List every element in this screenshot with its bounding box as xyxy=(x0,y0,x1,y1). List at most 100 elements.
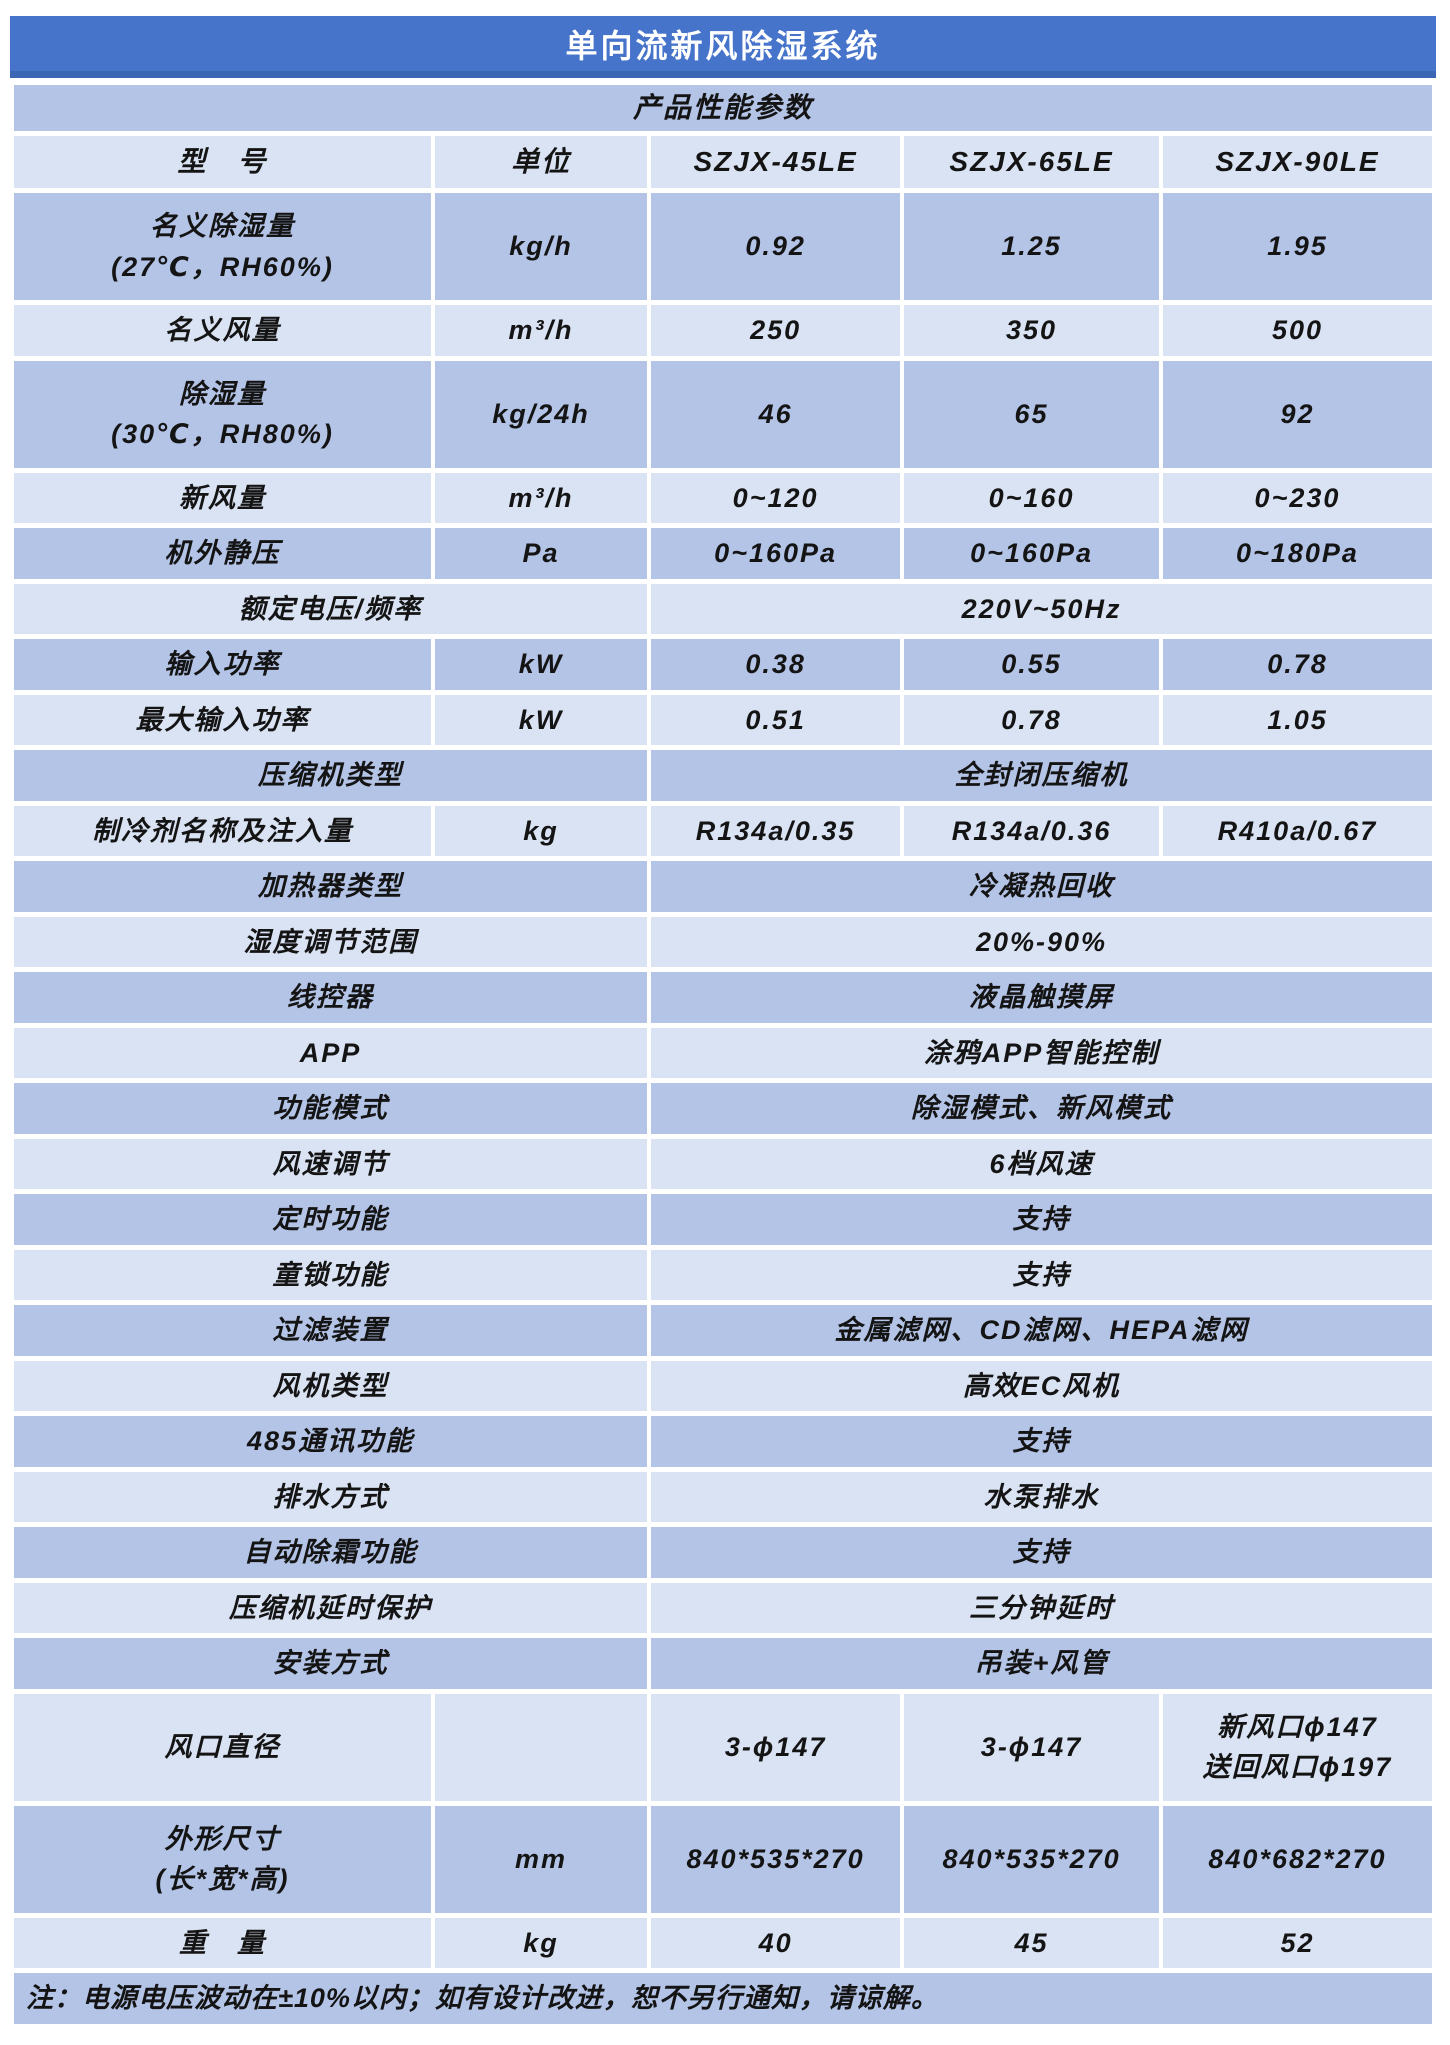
spec-value: 0~120 xyxy=(647,467,905,528)
spec-row: 风速调节 6档风速 xyxy=(9,1133,1436,1194)
spec-row: 功能模式 除湿模式、新风模式 xyxy=(9,1078,1436,1139)
spec-label: 外形尺寸 (长*宽*高) xyxy=(10,1800,435,1918)
spec-value: R134a/0.35 xyxy=(647,800,905,861)
spec-row: 输入功率 kW 0.38 0.55 0.78 xyxy=(10,634,1437,695)
spec-unit: kW xyxy=(430,634,652,695)
subheader-row: 产品性能参数 xyxy=(10,80,1436,136)
column-header-model-2: SZJX-65LE xyxy=(900,131,1163,193)
spec-label: 压缩机延时保护 xyxy=(9,1577,652,1638)
footnote: 注：电源电压波动在±10%以内；如有设计改进，恕不另行通知，请谅解。 xyxy=(10,1968,1436,2029)
spec-value: 350 xyxy=(900,300,1163,361)
spec-label: 风机类型 xyxy=(9,1355,652,1416)
spec-value: 46 xyxy=(647,355,905,473)
spec-label: 机外静压 xyxy=(10,523,435,584)
spec-row: 湿度调节范围 20%-90% xyxy=(9,911,1436,972)
spec-value: 0.55 xyxy=(900,634,1163,695)
spec-row: 名义风量 m³/h 250 350 500 xyxy=(10,300,1437,361)
spec-unit: m³/h xyxy=(430,467,652,528)
spec-label: 输入功率 xyxy=(10,634,435,695)
spec-label: 过滤装置 xyxy=(9,1300,652,1361)
spec-row: 压缩机类型 全封闭压缩机 xyxy=(9,745,1436,806)
spec-table: 产品性能参数 型 号 单位 SZJX-45LE SZJX-65LE SZJX-9… xyxy=(9,80,1437,2029)
spec-value: 0.78 xyxy=(900,689,1163,750)
column-header-model: 型 号 xyxy=(10,131,435,193)
spec-unit: kW xyxy=(430,689,652,750)
spec-label: APP xyxy=(9,1022,652,1083)
spec-value: 1.05 xyxy=(1158,689,1437,750)
spec-value: 0~230 xyxy=(1158,467,1437,528)
spec-label: 排水方式 xyxy=(9,1466,652,1527)
spec-label: 重 量 xyxy=(10,1912,435,1973)
spec-unit: mm xyxy=(430,1800,652,1918)
spec-row: 风机类型 高效EC风机 xyxy=(9,1355,1436,1416)
spec-label: 功能模式 xyxy=(9,1078,652,1139)
spec-value-merged: 涂鸦APP智能控制 xyxy=(647,1022,1436,1083)
spec-label: 定时功能 xyxy=(9,1189,652,1250)
spec-value-merged: 支持 xyxy=(647,1411,1436,1472)
spec-value: 3-ϕ147 xyxy=(900,1688,1163,1806)
spec-value: 0~160Pa xyxy=(647,523,905,584)
spec-unit: Pa xyxy=(430,523,652,584)
spec-label: 除湿量 (30℃，RH80%) xyxy=(10,355,435,473)
spec-row: 机外静压 Pa 0~160Pa 0~160Pa 0~180Pa xyxy=(10,523,1437,584)
spec-value: 500 xyxy=(1158,300,1437,361)
spec-label: 485通讯功能 xyxy=(9,1411,652,1472)
title-bar: 单向流新风除湿系统 xyxy=(10,16,1436,78)
spec-value: 52 xyxy=(1158,1912,1437,1973)
spec-value: 0.51 xyxy=(647,689,905,750)
spec-value-merged: 吊装+风管 xyxy=(647,1633,1436,1694)
spec-label: 自动除霜功能 xyxy=(9,1522,652,1583)
spec-row: APP 涂鸦APP智能控制 xyxy=(9,1022,1436,1083)
spec-label: 名义风量 xyxy=(10,300,435,361)
spec-label: 线控器 xyxy=(9,967,652,1028)
spec-row: 最大输入功率 kW 0.51 0.78 1.05 xyxy=(10,689,1437,750)
spec-row: 自动除霜功能 支持 xyxy=(9,1522,1436,1583)
spec-value: 1.95 xyxy=(1158,188,1437,305)
spec-value: 250 xyxy=(647,300,905,361)
spec-row: 名义除湿量 (27℃，RH60%) kg/h 0.92 1.25 1.95 xyxy=(10,188,1437,305)
spec-row: 485通讯功能 支持 xyxy=(9,1411,1436,1472)
spec-value-merged: 水泵排水 xyxy=(647,1466,1436,1527)
spec-value: 840*535*270 xyxy=(900,1800,1163,1918)
spec-value-merged: 液晶触摸屏 xyxy=(647,967,1436,1028)
spec-value: 65 xyxy=(900,355,1163,473)
spec-label: 童锁功能 xyxy=(9,1244,652,1305)
spec-label: 名义除湿量 (27℃，RH60%) xyxy=(10,188,435,305)
spec-label: 安装方式 xyxy=(9,1633,652,1694)
spec-unit xyxy=(430,1688,652,1806)
spec-value: 40 xyxy=(647,1912,905,1973)
spec-unit: kg/h xyxy=(430,188,652,305)
spec-label: 风速调节 xyxy=(9,1133,652,1194)
spec-row: 新风量 m³/h 0~120 0~160 0~230 xyxy=(10,467,1437,528)
spec-value: 45 xyxy=(900,1912,1163,1973)
spec-value-merged: 支持 xyxy=(647,1189,1436,1250)
spec-row: 过滤装置 金属滤网、CD滤网、HEPA滤网 xyxy=(9,1300,1436,1361)
spec-row: 加热器类型 冷凝热回收 xyxy=(9,856,1436,917)
spec-value-merged: 除湿模式、新风模式 xyxy=(647,1078,1436,1139)
spec-label: 新风量 xyxy=(10,467,435,528)
spec-row: 童锁功能 支持 xyxy=(9,1244,1436,1305)
spec-value: 92 xyxy=(1158,355,1437,473)
spec-value: 1.25 xyxy=(900,188,1163,305)
spec-value: 0~160Pa xyxy=(900,523,1163,584)
spec-unit: kg xyxy=(430,800,652,861)
spec-value: 0.92 xyxy=(647,188,905,305)
spec-row: 线控器 液晶触摸屏 xyxy=(9,967,1436,1028)
column-header-model-1: SZJX-45LE xyxy=(647,131,905,193)
spec-row: 重 量 kg 40 45 52 xyxy=(10,1912,1437,1973)
spec-row: 风口直径 3-ϕ147 3-ϕ147 新风口ϕ147 送回风口ϕ197 xyxy=(10,1688,1437,1806)
spec-row: 排水方式 水泵排水 xyxy=(9,1466,1436,1527)
column-header-model-3: SZJX-90LE xyxy=(1158,131,1437,193)
spec-value-merged: 支持 xyxy=(647,1522,1436,1583)
spec-row: 外形尺寸 (长*宽*高) mm 840*535*270 840*535*270 840*… xyxy=(10,1800,1437,1918)
spec-row: 制冷剂名称及注入量 kg R134a/0.35 R134a/0.36 R410a/0.6… xyxy=(10,800,1437,861)
spec-unit: kg/24h xyxy=(430,355,652,473)
column-header-unit: 单位 xyxy=(430,131,652,193)
spec-value-merged: 全封闭压缩机 xyxy=(647,745,1436,806)
spec-value-merged: 冷凝热回收 xyxy=(647,856,1436,917)
spec-value: R134a/0.36 xyxy=(900,800,1163,861)
spec-label: 制冷剂名称及注入量 xyxy=(10,800,435,861)
column-header-row: 型 号 单位 SZJX-45LE SZJX-65LE SZJX-90LE xyxy=(10,131,1437,193)
spec-row: 压缩机延时保护 三分钟延时 xyxy=(9,1577,1436,1638)
